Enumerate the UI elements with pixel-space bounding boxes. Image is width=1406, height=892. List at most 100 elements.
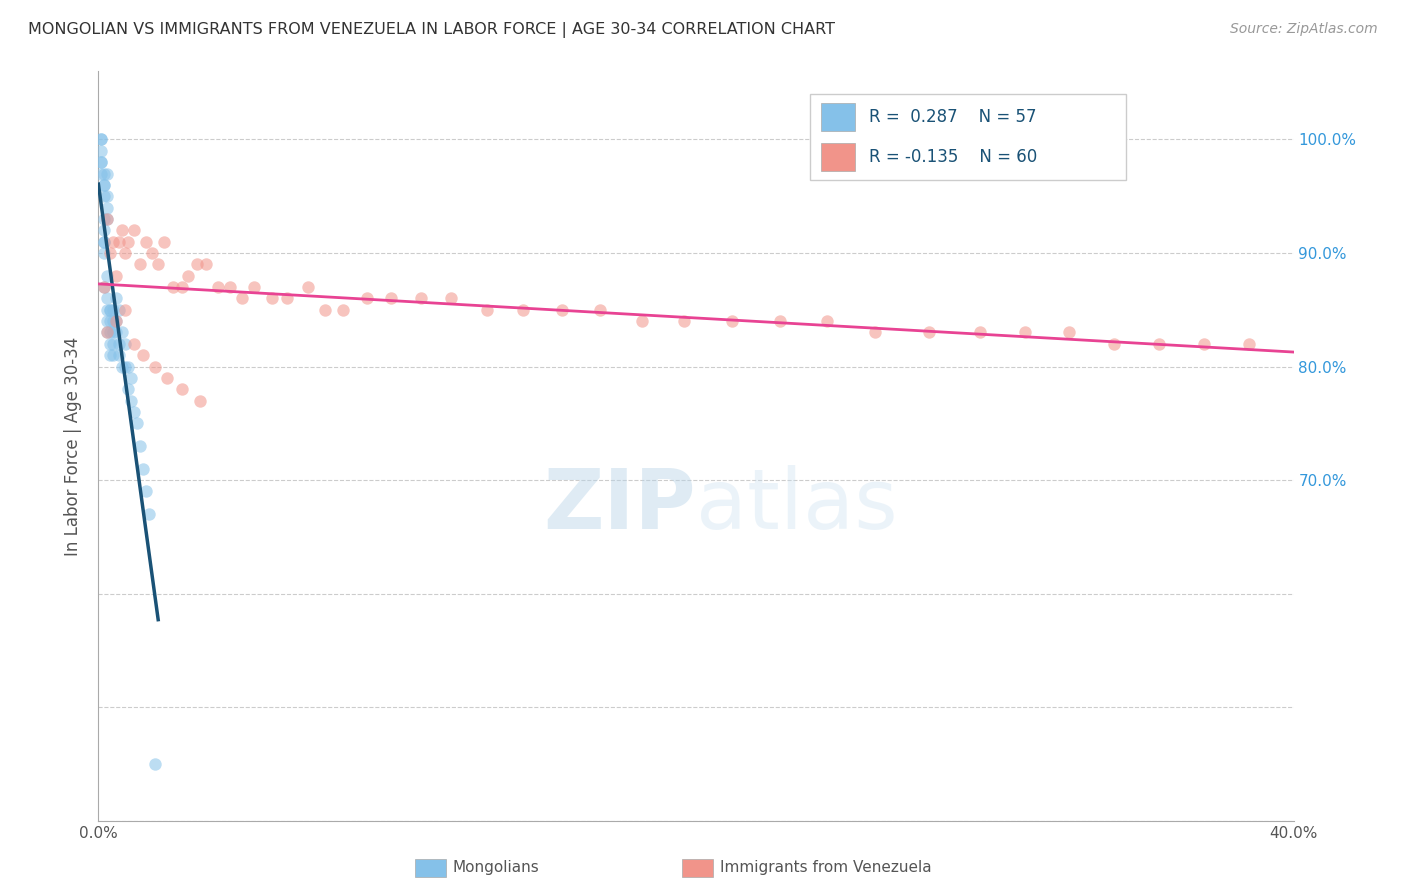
FancyBboxPatch shape [821,143,855,171]
Point [93,223,115,237]
Point [105,326,128,340]
Point [105,314,128,328]
Point [1014,326,1036,340]
Point [231,292,253,306]
Point [512,302,534,317]
Point [105,292,128,306]
Point [111,326,134,340]
Point [124,405,146,419]
Text: Immigrants from Venezuela: Immigrants from Venezuela [720,861,932,875]
Point [103,336,125,351]
Text: R = -0.135    N = 60: R = -0.135 N = 60 [869,148,1038,166]
Point [260,292,283,306]
Text: MONGOLIAN VS IMMIGRANTS FROM VENEZUELA IN LABOR FORCE | AGE 30-34 CORRELATION CH: MONGOLIAN VS IMMIGRANTS FROM VENEZUELA I… [28,22,835,38]
Point [96,314,118,328]
Point [177,268,200,283]
Point [114,336,136,351]
Text: Mongolians: Mongolians [453,861,540,875]
Point [103,302,125,317]
Point [117,359,139,374]
Point [98,336,122,351]
Point [207,280,229,294]
Point [120,371,142,385]
FancyBboxPatch shape [821,103,855,131]
Point [96,211,118,226]
Point [135,235,157,249]
Text: atlas: atlas [696,466,897,547]
Point [356,292,378,306]
Point [96,292,118,306]
Point [475,302,498,317]
Point [105,314,128,328]
Point [219,280,242,294]
Point [93,178,115,192]
Point [1147,336,1170,351]
Point [96,211,118,226]
Point [103,348,125,362]
Text: ZIP: ZIP [544,466,696,547]
Point [90,132,112,146]
Point [93,211,115,226]
Point [141,246,163,260]
Point [105,268,128,283]
Point [1192,336,1215,351]
Point [114,246,136,260]
Point [93,167,115,181]
Point [96,201,118,215]
Point [108,336,131,351]
Point [129,439,152,453]
Point [156,371,179,385]
Point [98,246,122,260]
Point [124,336,146,351]
Text: Source: ZipAtlas.com: Source: ZipAtlas.com [1230,22,1378,37]
Point [380,292,402,306]
Point [90,155,112,169]
Point [96,189,118,203]
Point [103,235,125,249]
Point [721,314,744,328]
Y-axis label: In Labor Force | Age 30-34: In Labor Force | Age 30-34 [65,336,83,556]
Point [103,326,125,340]
Point [93,280,115,294]
Point [673,314,696,328]
Point [153,235,176,249]
Point [815,314,838,328]
Point [969,326,991,340]
Text: R =  0.287    N = 57: R = 0.287 N = 57 [869,108,1036,126]
Point [550,302,572,317]
Point [124,223,146,237]
Point [108,235,131,249]
Point [297,280,319,294]
Point [98,326,122,340]
Point [129,257,152,271]
Point [440,292,463,306]
Point [98,314,122,328]
Point [162,280,184,294]
Point [114,302,136,317]
Point [90,155,112,169]
Point [90,167,112,181]
Point [332,302,354,317]
Point [93,235,115,249]
Point [1059,326,1081,340]
Point [117,235,139,249]
Point [108,348,131,362]
Point [96,326,118,340]
Point [96,302,118,317]
Point [186,257,208,271]
Point [135,484,157,499]
Point [93,246,115,260]
Point [631,314,654,328]
Point [243,280,266,294]
Point [108,302,131,317]
Point [98,302,122,317]
Point [111,359,134,374]
Point [1237,336,1260,351]
Point [96,268,118,283]
Point [132,348,155,362]
Point [148,257,170,271]
Point [769,314,792,328]
Point [188,393,211,408]
Point [111,223,134,237]
Point [96,326,118,340]
